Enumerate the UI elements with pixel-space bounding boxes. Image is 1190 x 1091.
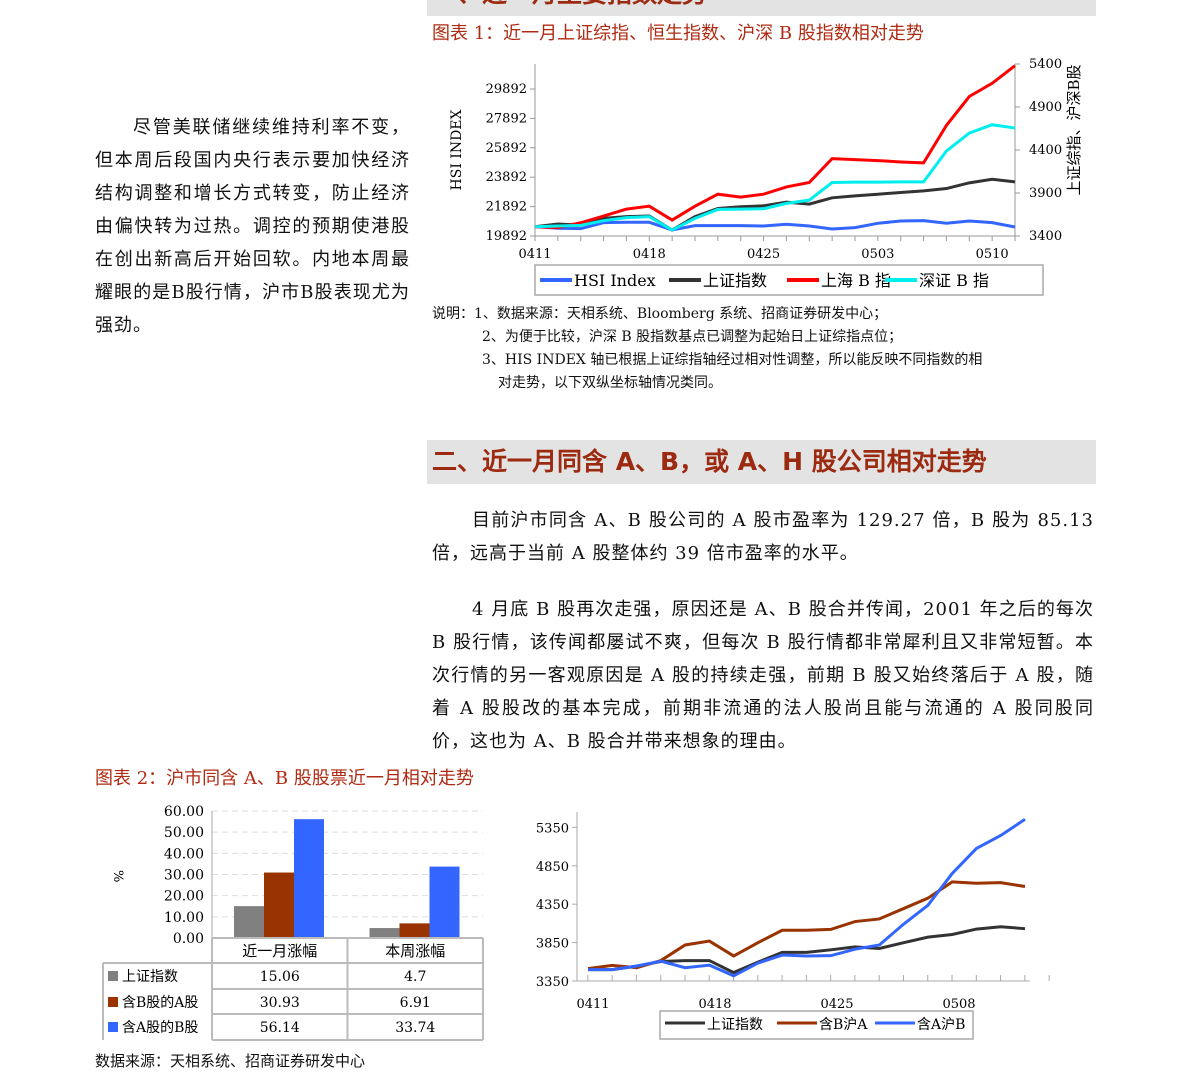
- table-value: 15.06: [260, 969, 300, 985]
- y-tick-label-left: 29892: [486, 82, 527, 97]
- legend-swatch: [108, 997, 118, 1007]
- legend-label: 上证指数: [122, 969, 178, 985]
- table-value: 30.93: [260, 995, 300, 1011]
- note-item: 1、数据来源：天相系统、Bloomberg 系统、招商证券研发中心；: [474, 306, 888, 322]
- series-line: [534, 123, 1016, 232]
- legend-label: HSI Index: [574, 271, 656, 290]
- legend-label: 含A股的B股: [122, 1020, 198, 1036]
- y-tick-label-right: 3900: [1029, 186, 1062, 201]
- legend-label: 含B股的A股: [122, 995, 198, 1011]
- table-value: 56.14: [260, 1020, 300, 1036]
- figure-2-title: 图表 2：沪市同含 A、B 股股票近一月相对走势: [95, 768, 474, 789]
- y-axis-label: %: [110, 870, 125, 882]
- y-tick-label-left: 21892: [486, 200, 527, 215]
- bar: [264, 872, 294, 938]
- legend-label: 含B沪A: [819, 1017, 868, 1033]
- section-heading-1: 一、近一月主要指数走势: [427, 0, 1096, 16]
- bar: [294, 819, 324, 938]
- legend-label: 上海 B 指: [821, 271, 891, 290]
- legend: [659, 1010, 974, 1040]
- y-tick-label: 40.00: [164, 846, 204, 862]
- note-item: 3、HIS INDEX 轴已根据上证综指轴经过相对性调整，所以能反映不同指数的相: [482, 352, 983, 368]
- section-heading-text: 一、近一月主要指数走势: [432, 0, 707, 8]
- data-source: 数据来源：天相系统、招商证券研发中心: [95, 1052, 366, 1070]
- y-tick-label: 50.00: [164, 825, 204, 841]
- notes-label: 说明：: [432, 306, 474, 322]
- note-item: 2、为便于比较，沪深 B 股指数基点已调整为起始日上证综指点位；: [482, 329, 903, 345]
- y-tick-label: 5350: [536, 821, 569, 836]
- bar: [399, 923, 430, 938]
- series-line: [588, 818, 1026, 978]
- table-value: 4.7: [404, 969, 426, 985]
- bar: [429, 866, 460, 938]
- legend-swatch: [108, 971, 118, 981]
- figure-1-title: 图表 1：近一月上证综指、恒生指数、沪深 B 股指数相对走势: [432, 23, 924, 44]
- y-tick-label: 60.00: [164, 804, 204, 820]
- x-tick-label: 0418: [633, 247, 666, 262]
- x-tick-label: 0425: [820, 997, 853, 1012]
- section-heading-2: 二、近一月同含 A、B，或 A、H 股公司相对走势: [427, 440, 1096, 484]
- left-paragraph: 尽管美联储继续维持利率不变，但本周后段国内央行表示要加快经济结构调整和增长方式转…: [95, 117, 410, 336]
- y-tick-label-right: 4900: [1029, 100, 1062, 115]
- y-tick-label-left: 25892: [486, 141, 527, 156]
- y-tick-label: 30.00: [164, 868, 204, 884]
- note-item: 对走势，以下双纵坐标轴情况类同。: [498, 375, 722, 391]
- y-axis-label-right: 上证综指、沪深B股: [1065, 64, 1083, 195]
- y-tick-label: 3350: [536, 975, 569, 990]
- x-tick-label: 0510: [976, 247, 1009, 262]
- series-line: [534, 177, 1016, 232]
- category-label: 本周涨幅: [385, 942, 445, 960]
- legend-label: 上证指数: [703, 271, 767, 290]
- x-tick-label: 0411: [518, 247, 551, 262]
- series-line: [588, 925, 1026, 975]
- series-line: [534, 219, 1016, 232]
- y-tick-label-right: 5400: [1029, 57, 1062, 72]
- paragraph-b-shares: 4 月底 B 股再次走强，原因还是 A、B 股合并传闻，2001 年之后的每次 …: [432, 599, 1094, 752]
- chart-bar-table: 0.00 10.00 20.00 30.00 40.00 50.00 60.00% 近一月涨幅…: [102, 804, 484, 1041]
- legend-swatch: [108, 1022, 118, 1032]
- y-tick-label: 3850: [536, 937, 569, 952]
- x-tick-label: 0425: [747, 247, 780, 262]
- y-tick-label: 4350: [536, 898, 569, 913]
- series-line: [534, 64, 1016, 230]
- y-tick-label-left: 19892: [486, 229, 527, 244]
- y-tick-label: 4850: [536, 860, 569, 875]
- body-text: 目前沪市同含 A、B 股公司的 A 股市盈率为 129.27 倍，B 股为 85…: [432, 504, 1094, 758]
- bar: [234, 906, 264, 938]
- y-tick-label: 0.00: [173, 931, 204, 947]
- legend-label: 上证指数: [707, 1017, 763, 1033]
- y-tick-label-right: 4400: [1029, 143, 1062, 158]
- y-tick-label-left: 23892: [486, 170, 527, 185]
- y-axis-label-left: HSI INDEX: [449, 109, 465, 190]
- x-tick-label: 0503: [861, 247, 894, 262]
- y-tick-label-right: 3400: [1029, 229, 1062, 244]
- legend-label: 深证 B 指: [919, 271, 989, 290]
- chart-index-trends: 19892 21892 23892 25892 27892 29892 3400 3900 44…: [449, 57, 1083, 296]
- x-tick-label: 0411: [576, 997, 609, 1012]
- x-tick-label: 0418: [698, 997, 731, 1012]
- paragraph-pe: 目前沪市同含 A、B 股公司的 A 股市盈率为 129.27 倍，B 股为 85…: [432, 510, 1094, 564]
- table-value: 33.74: [395, 1020, 435, 1036]
- chart-ab-trends: 3350 3850 4350 4850 5350 0411 0418 0425 0508 上证指数…: [536, 812, 1050, 1040]
- table-value: 6.91: [400, 995, 431, 1011]
- legend-label: 含A沪B: [917, 1017, 965, 1033]
- x-tick-label: 0508: [942, 997, 975, 1012]
- section-heading-text: 二、近一月同含 A、B，或 A、H 股公司相对走势: [432, 447, 987, 476]
- category-label: 近一月涨幅: [242, 942, 317, 960]
- y-tick-label: 20.00: [164, 889, 204, 905]
- y-tick-label: 10.00: [164, 910, 204, 926]
- figure-1-notes: 说明：1、数据来源：天相系统、Bloomberg 系统、招商证券研发中心； 2、…: [432, 303, 982, 395]
- bar: [369, 928, 400, 938]
- y-tick-label-left: 27892: [486, 111, 527, 126]
